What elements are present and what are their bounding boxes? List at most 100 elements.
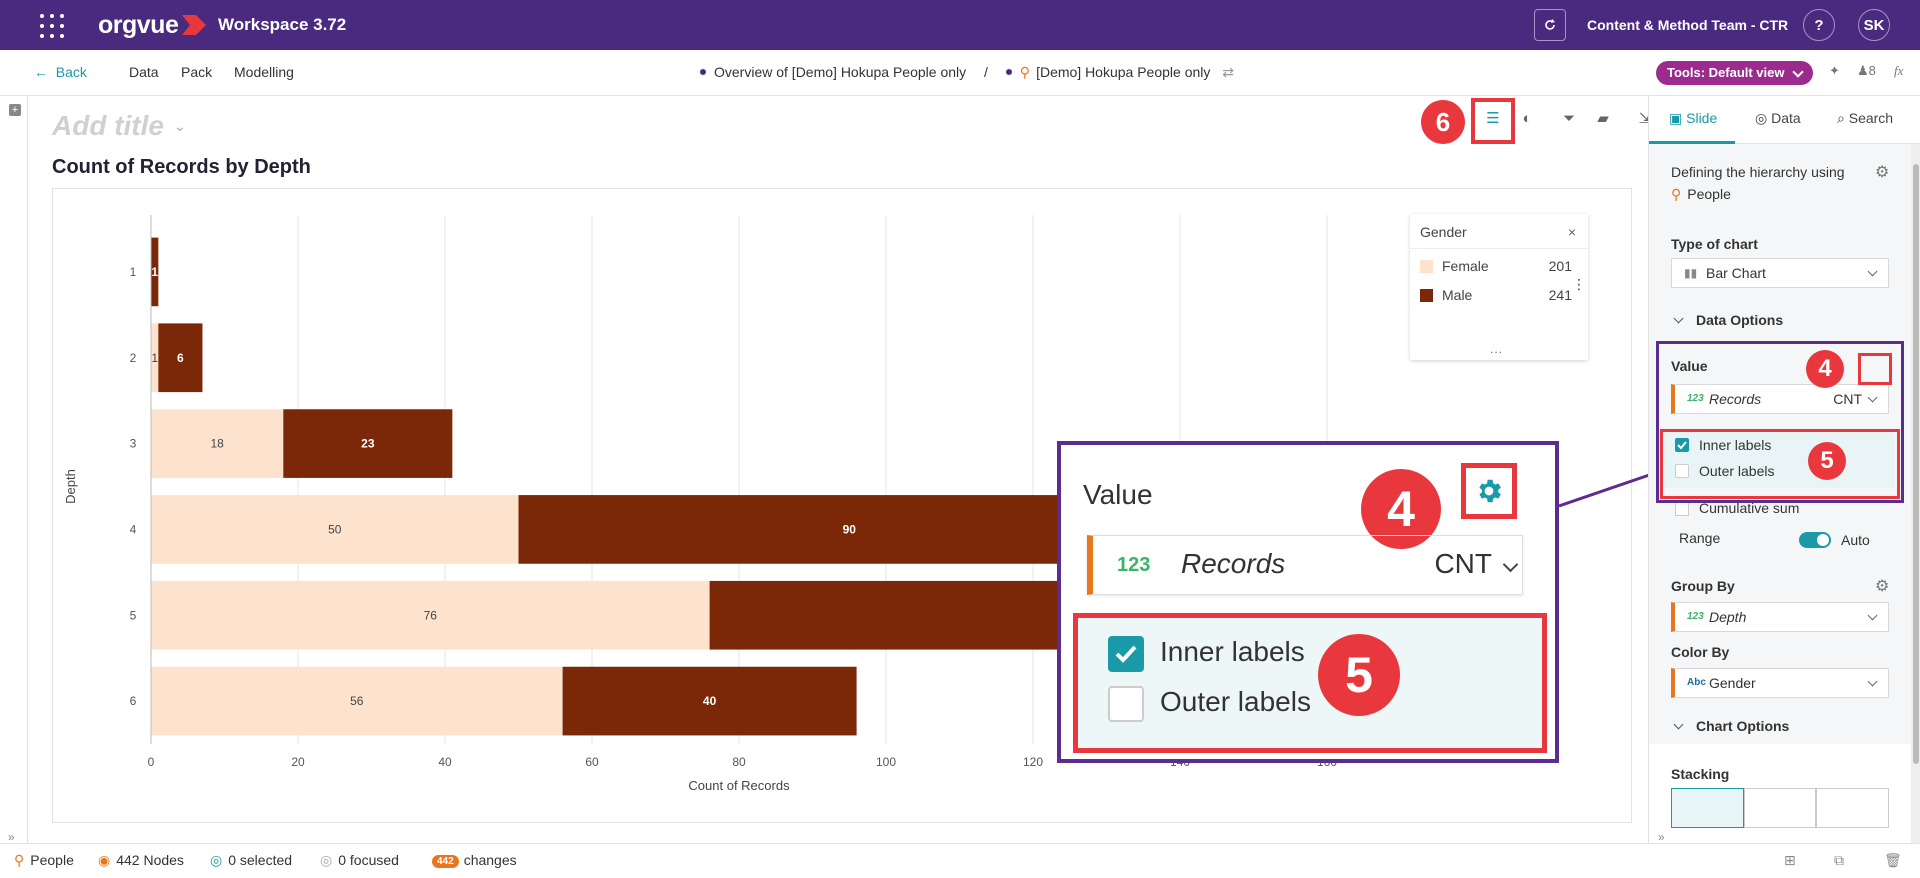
arrow-left-icon: ← bbox=[34, 64, 56, 80]
y-tick-label: 4 bbox=[130, 522, 137, 536]
palette-icon[interactable]: ◐ bbox=[1522, 110, 1532, 127]
callout-connector bbox=[1559, 470, 1659, 508]
color-by-select[interactable]: Abc Gender bbox=[1671, 668, 1889, 698]
chart-options-toggle[interactable]: Chart Options bbox=[1671, 718, 1789, 734]
data-label: 40 bbox=[703, 694, 717, 708]
outer-labels-checkbox[interactable] bbox=[1675, 464, 1689, 478]
zoom-gear-box bbox=[1461, 463, 1517, 519]
help-button[interactable]: ? bbox=[1803, 9, 1835, 41]
nav-pack[interactable]: Pack bbox=[181, 64, 213, 80]
panel-scrollbar[interactable] bbox=[1911, 144, 1920, 843]
users-count-value: 8 bbox=[1868, 63, 1876, 78]
outer-labels-label: Outer labels bbox=[1699, 463, 1775, 479]
data-label: 50 bbox=[328, 522, 342, 536]
group-by-select[interactable]: 123 Depth bbox=[1671, 602, 1889, 632]
cumulative-checkbox[interactable] bbox=[1675, 502, 1689, 516]
value-field-select[interactable]: 123 Records CNT bbox=[1671, 384, 1889, 414]
stacking-stacked-button[interactable] bbox=[1743, 788, 1817, 828]
status-changes-label: changes bbox=[463, 852, 517, 868]
back-label: Back bbox=[55, 64, 87, 80]
nav-modelling[interactable]: Modelling bbox=[234, 64, 294, 80]
legend-more[interactable]: ... bbox=[1490, 342, 1504, 356]
tab-slide[interactable]: ▣ Slide bbox=[1669, 110, 1717, 127]
gear-icon[interactable]: ⚙ bbox=[1875, 164, 1890, 181]
value-field-name: Records bbox=[1709, 391, 1762, 407]
person-icon: ⚲ bbox=[14, 852, 25, 868]
filter-icon[interactable]: ⏷ bbox=[1562, 110, 1575, 127]
chart-type-value: Bar Chart bbox=[1706, 265, 1766, 281]
gear-icon[interactable] bbox=[1474, 476, 1504, 506]
bar bbox=[151, 495, 519, 564]
bar bbox=[151, 580, 710, 650]
annotation-badge-5: 5 bbox=[1318, 634, 1400, 716]
back-link[interactable]: ← Back bbox=[34, 64, 87, 80]
zoom-outer-label: Outer labels bbox=[1160, 686, 1311, 717]
stacking-percent-button[interactable] bbox=[1816, 788, 1890, 828]
stacking-side-by-side-button[interactable] bbox=[1671, 788, 1744, 828]
duplicate-icon[interactable]: ⧉ bbox=[1834, 852, 1844, 868]
expand-left-icon[interactable]: » bbox=[8, 830, 15, 844]
status-nodes[interactable]: ◉ 442 Nodes bbox=[98, 852, 184, 869]
text-type-icon: Abc bbox=[1687, 677, 1706, 688]
add-slide-icon[interactable]: ⊞ bbox=[1784, 852, 1796, 868]
legend-item[interactable]: Male 241 bbox=[1420, 287, 1578, 303]
scroll-thumb[interactable] bbox=[1913, 164, 1919, 764]
tab-search[interactable]: ⌕ Search bbox=[1837, 110, 1893, 127]
range-toggle[interactable] bbox=[1799, 532, 1831, 548]
comment-icon[interactable]: ▰ bbox=[1597, 110, 1609, 127]
formula-icon[interactable]: fx bbox=[1894, 63, 1904, 78]
tab-slide-label: Slide bbox=[1686, 110, 1718, 126]
range-value: Auto bbox=[1841, 532, 1870, 548]
apps-grid-icon[interactable] bbox=[40, 14, 64, 38]
legend-item[interactable]: Female 201 bbox=[1420, 258, 1578, 274]
status-selected[interactable]: ◎ 0 selected bbox=[210, 852, 292, 869]
sync-icon[interactable]: ⇄ bbox=[1222, 64, 1235, 80]
pin-icon[interactable]: ✦ bbox=[1829, 63, 1840, 78]
gear-icon[interactable]: ⚙ bbox=[1875, 578, 1890, 595]
bar bbox=[151, 237, 159, 307]
group-by-label: Group By bbox=[1671, 578, 1735, 594]
x-tick-label: 80 bbox=[732, 755, 746, 769]
status-focused[interactable]: ◎ 0 focused bbox=[320, 852, 399, 869]
breadcrumb-dataset[interactable]: [Demo] Hokupa People only bbox=[1036, 64, 1211, 80]
list-icon[interactable]: ☰ bbox=[1486, 110, 1500, 127]
data-options-toggle[interactable]: Data Options bbox=[1671, 312, 1783, 328]
team-name[interactable]: Content & Method Team - CTR bbox=[1587, 17, 1789, 33]
breadcrumb-view[interactable]: Overview of [Demo] Hokupa People only bbox=[714, 64, 967, 80]
data-label: 1 bbox=[151, 265, 158, 279]
legend-count: 201 bbox=[1548, 258, 1572, 274]
chart-type-label: Type of chart bbox=[1671, 236, 1758, 252]
annotation-box-6 bbox=[1471, 98, 1515, 144]
color-by-label: Color By bbox=[1671, 644, 1730, 660]
expand-right-icon[interactable]: » bbox=[1658, 830, 1665, 844]
close-icon[interactable]: × bbox=[1567, 224, 1576, 240]
workspace-name[interactable]: Workspace 3.72 bbox=[218, 15, 347, 34]
delete-icon[interactable]: 🗑 bbox=[1884, 852, 1902, 868]
add-title-input[interactable]: Add title ⌄ bbox=[52, 110, 186, 142]
users-count[interactable]: ♟8 bbox=[1857, 63, 1876, 79]
status-changes[interactable]: 442 changes bbox=[432, 852, 517, 868]
user-avatar[interactable]: SK bbox=[1858, 9, 1890, 41]
bar bbox=[283, 409, 453, 478]
hierarchy-value-text: People bbox=[1687, 186, 1731, 202]
chart-title: Count of Records by Depth bbox=[52, 156, 311, 178]
inner-labels-checkbox[interactable] bbox=[1675, 438, 1689, 452]
top-bar: orgvue Workspace 3.72 Content & Method T… bbox=[0, 0, 1920, 50]
x-tick-label: 0 bbox=[148, 755, 155, 769]
refresh-button[interactable] bbox=[1534, 9, 1566, 41]
status-dataset[interactable]: ⚲ People bbox=[14, 852, 74, 869]
nodes-icon: ◉ bbox=[98, 852, 111, 868]
divider bbox=[1410, 248, 1588, 249]
data-label: 23 bbox=[361, 437, 375, 451]
nav-data[interactable]: Data bbox=[129, 64, 159, 80]
tab-data[interactable]: ◎ Data bbox=[1755, 110, 1801, 127]
inner-labels-label: Inner labels bbox=[1699, 437, 1772, 453]
users-icon: ♟ bbox=[1857, 63, 1869, 78]
hierarchy-value[interactable]: ⚲ People bbox=[1671, 186, 1731, 203]
legend-panel: Gender × Female 201 Male 241 ⋮ ... bbox=[1410, 214, 1588, 360]
kebab-menu-icon[interactable]: ⋮ bbox=[1572, 276, 1586, 292]
legend-title: Gender bbox=[1420, 224, 1467, 240]
chart-type-select[interactable]: ▮▮ Bar Chart bbox=[1671, 258, 1889, 288]
tools-view-dropdown[interactable]: Tools: Default view bbox=[1656, 61, 1813, 85]
add-icon[interactable]: + bbox=[9, 104, 21, 116]
